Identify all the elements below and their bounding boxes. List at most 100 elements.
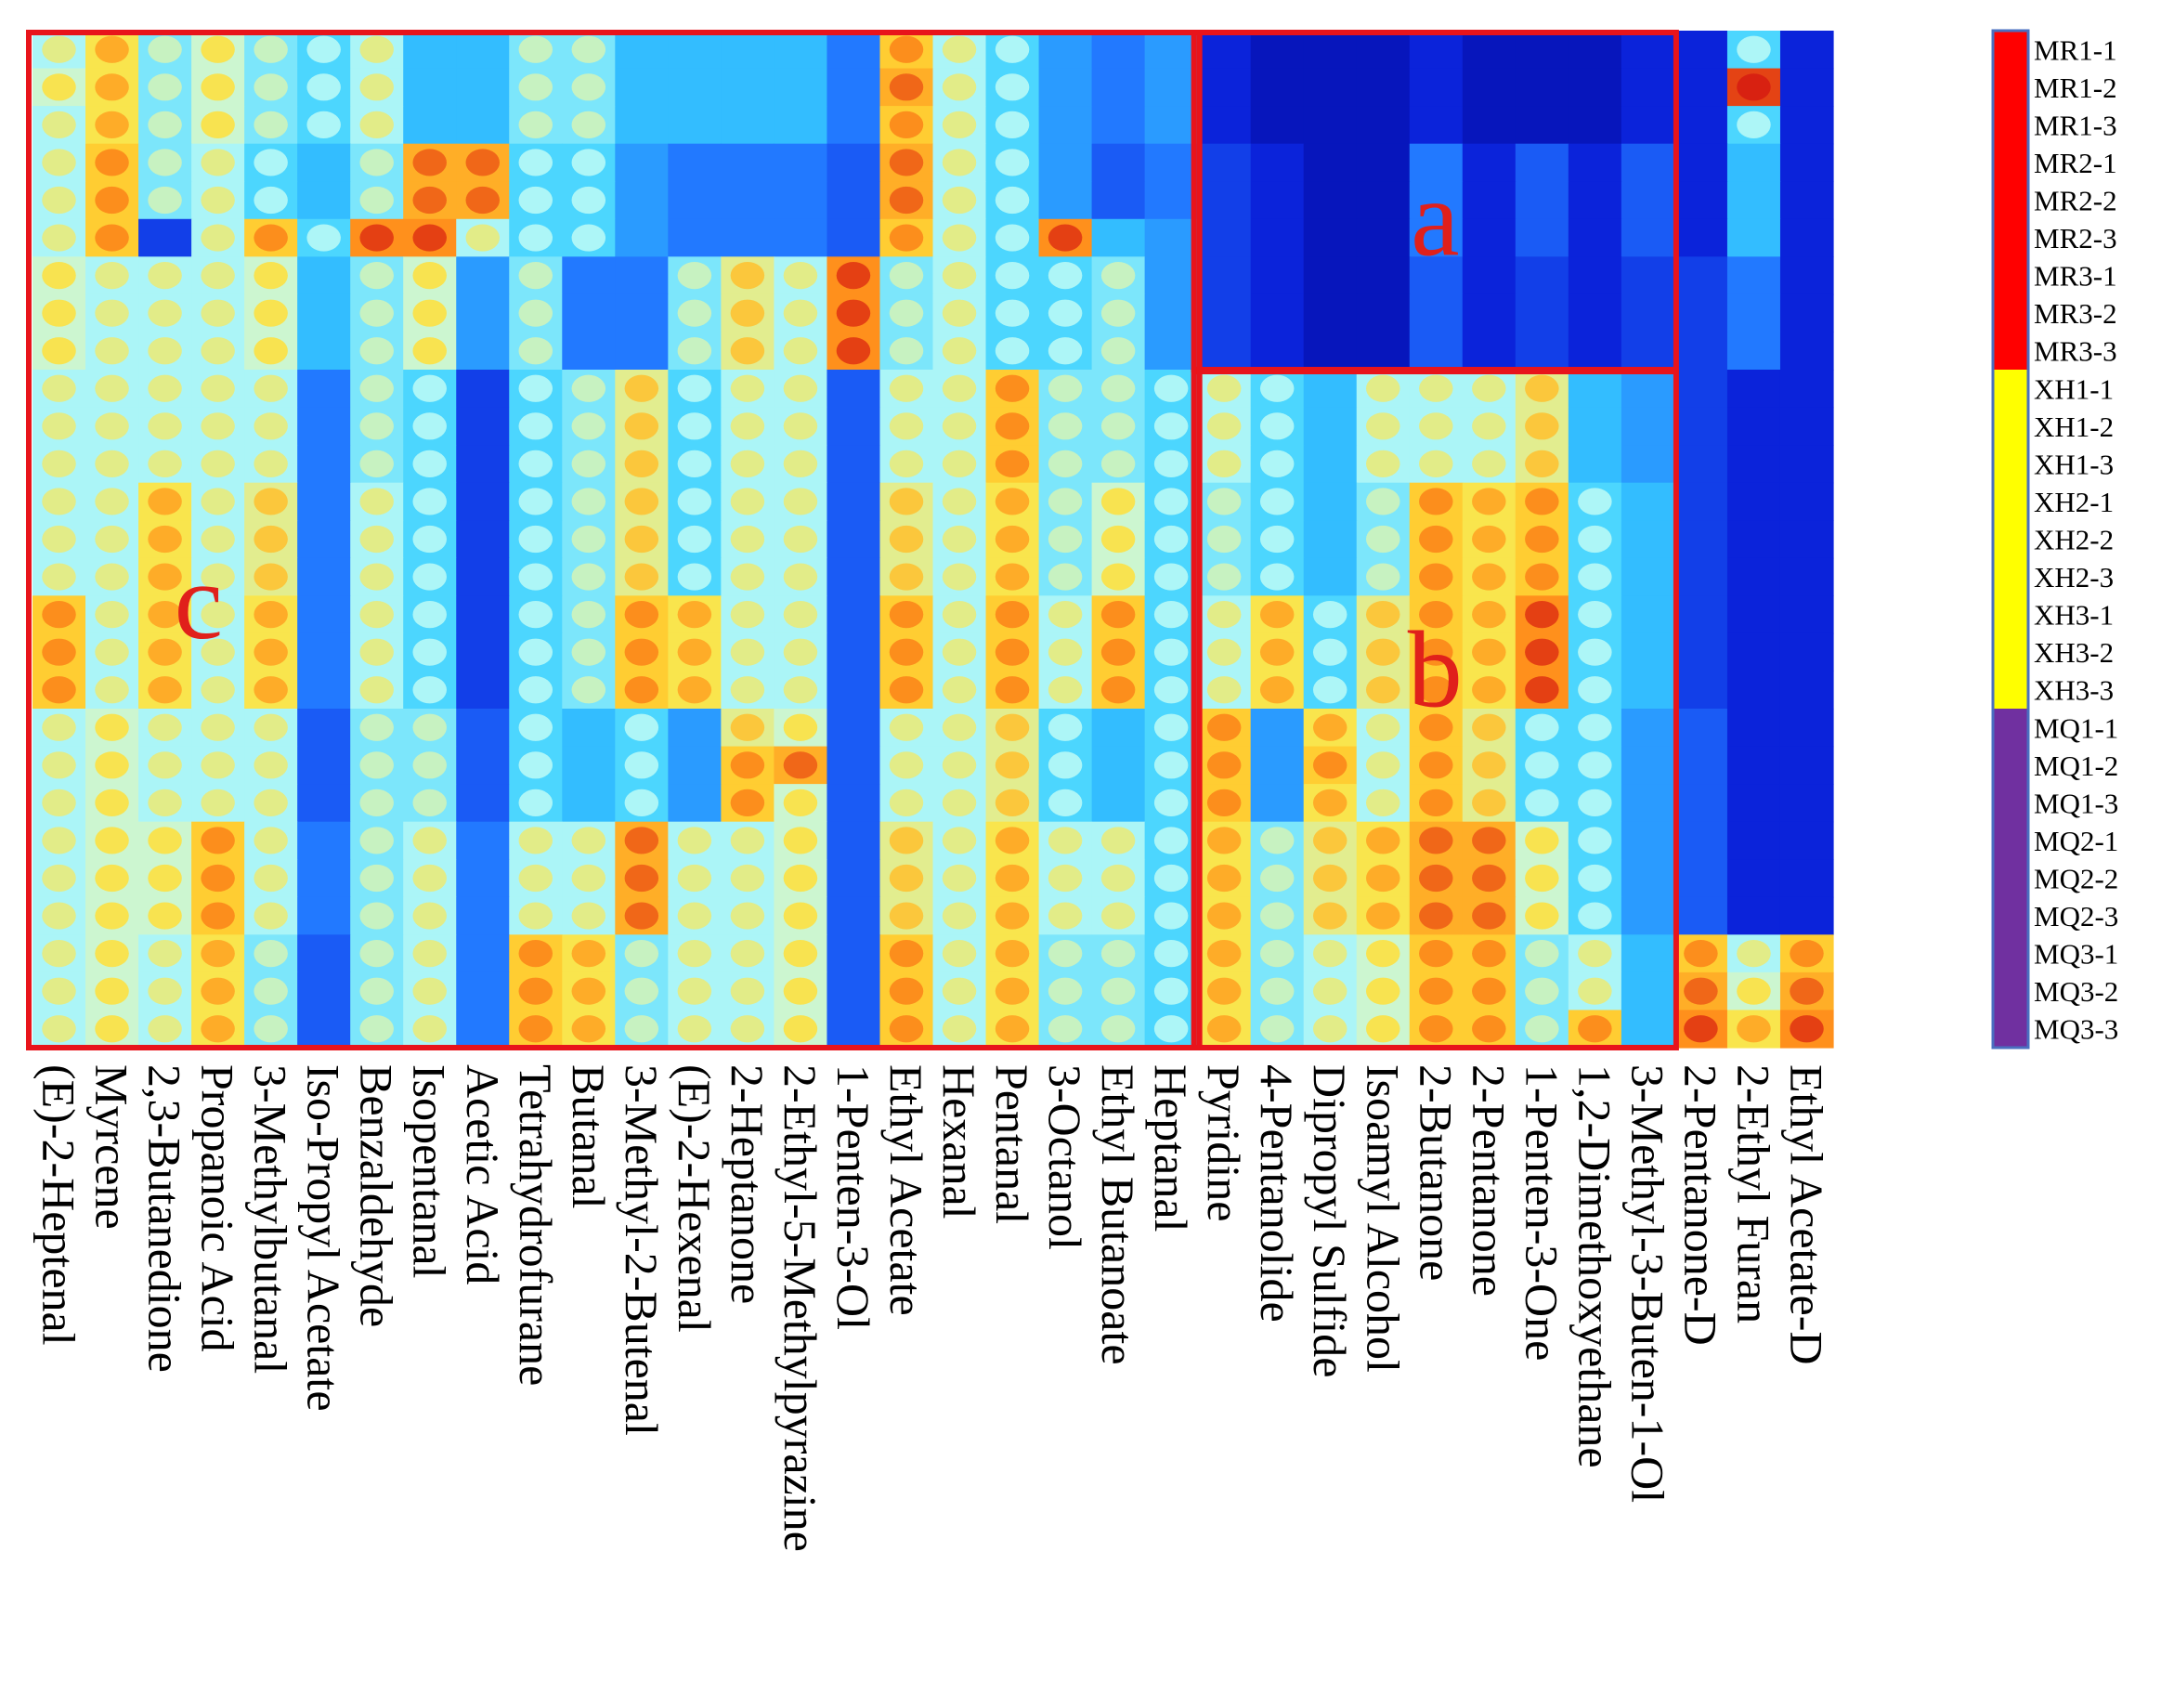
- heatmap-cell-peak: [359, 111, 394, 138]
- heatmap-cell-peak: [1578, 902, 1612, 930]
- heatmap-cell-peak: [942, 299, 977, 327]
- heatmap-cell: [1779, 709, 1834, 748]
- heatmap-cell-peak: [254, 262, 288, 290]
- heatmap-cell-peak: [730, 713, 765, 741]
- heatmap-cell: [1303, 181, 1358, 220]
- heatmap-cell-peak: [1206, 713, 1242, 741]
- heatmap-cell-peak: [1206, 374, 1242, 402]
- heatmap-cell-peak: [624, 864, 659, 893]
- heatmap-cell: [1091, 68, 1146, 107]
- heatmap-cell-peak: [95, 940, 129, 968]
- heatmap-cell-peak: [42, 299, 76, 327]
- heatmap-cell: [1779, 821, 1834, 860]
- heatmap-cell-peak: [783, 450, 818, 477]
- heatmap-cell-peak: [1737, 940, 1771, 968]
- row-label: MQ2-1: [2034, 825, 2118, 857]
- heatmap-cell-peak: [42, 224, 76, 252]
- heatmap-cell-peak: [201, 789, 235, 816]
- heatmap-cell-peak: [95, 35, 129, 63]
- heatmap-cell-peak: [1048, 337, 1083, 365]
- heatmap-cell: [297, 181, 351, 220]
- heatmap-cell-peak: [201, 374, 235, 402]
- heatmap-cell: [1303, 557, 1358, 596]
- column-label: Pyridine: [1198, 1064, 1250, 1221]
- heatmap-cell: [297, 859, 351, 898]
- heatmap-cell: [1673, 709, 1728, 748]
- heatmap-cell-peak: [889, 299, 924, 327]
- heatmap-cell-peak: [42, 374, 76, 402]
- heatmap-cell-peak: [942, 374, 977, 402]
- heatmap-cell-peak: [1472, 676, 1506, 704]
- heatmap-cell-peak: [518, 827, 553, 854]
- heatmap-cell-peak: [783, 525, 818, 554]
- heatmap-cell-peak: [624, 1015, 659, 1043]
- heatmap-cell-peak: [1578, 713, 1612, 741]
- heatmap-cell-peak: [1048, 864, 1083, 893]
- heatmap-cell: [1197, 106, 1252, 145]
- heatmap-cell: [615, 332, 669, 371]
- region-label-b: b: [1408, 608, 1463, 730]
- heatmap-cell: [1409, 256, 1464, 295]
- heatmap-cell-peak: [942, 488, 977, 515]
- heatmap-cell-peak: [1366, 789, 1400, 816]
- heatmap-cell: [1568, 31, 1622, 70]
- heatmap-cell-peak: [1206, 450, 1242, 477]
- heatmap-cell-peak: [889, 450, 924, 477]
- heatmap-cell-peak: [730, 450, 765, 477]
- heatmap-cell: [1515, 218, 1569, 257]
- heatmap-cells: [33, 31, 1834, 1049]
- heatmap-cell: [1568, 106, 1622, 145]
- heatmap-cell-peak: [1048, 450, 1083, 477]
- heatmap-cell: [615, 293, 669, 333]
- heatmap-cell: [456, 256, 510, 295]
- heatmap-cell-peak: [942, 111, 977, 138]
- heatmap-cell-peak: [254, 827, 288, 854]
- heatmap-cell-peak: [571, 412, 606, 440]
- column-label: 2-Heptanone: [722, 1064, 774, 1304]
- heatmap-cell-peak: [95, 751, 129, 779]
- heatmap-cell: [1726, 181, 1781, 220]
- heatmap-cell: [615, 256, 669, 295]
- heatmap-cell: [1356, 181, 1411, 220]
- heatmap-cell: [297, 407, 351, 446]
- heatmap-cell: [456, 934, 510, 973]
- heatmap-cell-peak: [95, 186, 129, 215]
- heatmap-cell-peak: [571, 186, 606, 215]
- heatmap-cell-peak: [677, 525, 712, 554]
- heatmap-cell-peak: [1206, 601, 1242, 629]
- heatmap-cell-peak: [1578, 1015, 1612, 1043]
- heatmap-cell-peak: [1366, 713, 1400, 741]
- heatmap-cell: [456, 445, 510, 484]
- heatmap-cell: [1726, 407, 1781, 446]
- heatmap-cell: [1568, 68, 1622, 107]
- heatmap-cell-peak: [201, 902, 235, 930]
- heatmap-cell: [1726, 557, 1781, 596]
- heatmap-cell-peak: [148, 601, 182, 629]
- heatmap-cell-peak: [889, 676, 924, 704]
- heatmap-cell-peak: [1419, 827, 1453, 854]
- heatmap-cell: [1197, 256, 1252, 295]
- heatmap-cell: [1779, 482, 1834, 521]
- heatmap-cell: [1250, 746, 1305, 785]
- heatmap-cell-peak: [783, 977, 818, 1005]
- heatmap-cell-peak: [1259, 977, 1295, 1005]
- heatmap-cell-peak: [942, 827, 977, 854]
- heatmap-cell-peak: [1366, 601, 1400, 629]
- heatmap-cell-peak: [1737, 73, 1771, 101]
- heatmap-cell-peak: [1259, 525, 1295, 554]
- heatmap-cell: [1303, 143, 1358, 182]
- heatmap-cell: [1091, 106, 1146, 145]
- heatmap-cell-peak: [148, 149, 182, 176]
- heatmap-cell: [1673, 445, 1728, 484]
- heatmap-cell-peak: [95, 262, 129, 290]
- column-labels: (E)-2-Heptenal Myrcene 2,3-Butanedione Prop…: [33, 1064, 1833, 1552]
- heatmap-cell: [1250, 143, 1305, 182]
- heatmap-cell: [456, 632, 510, 672]
- heatmap-cell-peak: [95, 450, 129, 477]
- heatmap-cell: [1621, 784, 1675, 823]
- heatmap-cell: [1779, 859, 1834, 898]
- column-label: 2-Pentanone-D: [1674, 1064, 1726, 1346]
- heatmap-cell: [1621, 106, 1675, 145]
- heatmap-cell-peak: [201, 149, 235, 176]
- heatmap-cell-peak: [889, 149, 924, 176]
